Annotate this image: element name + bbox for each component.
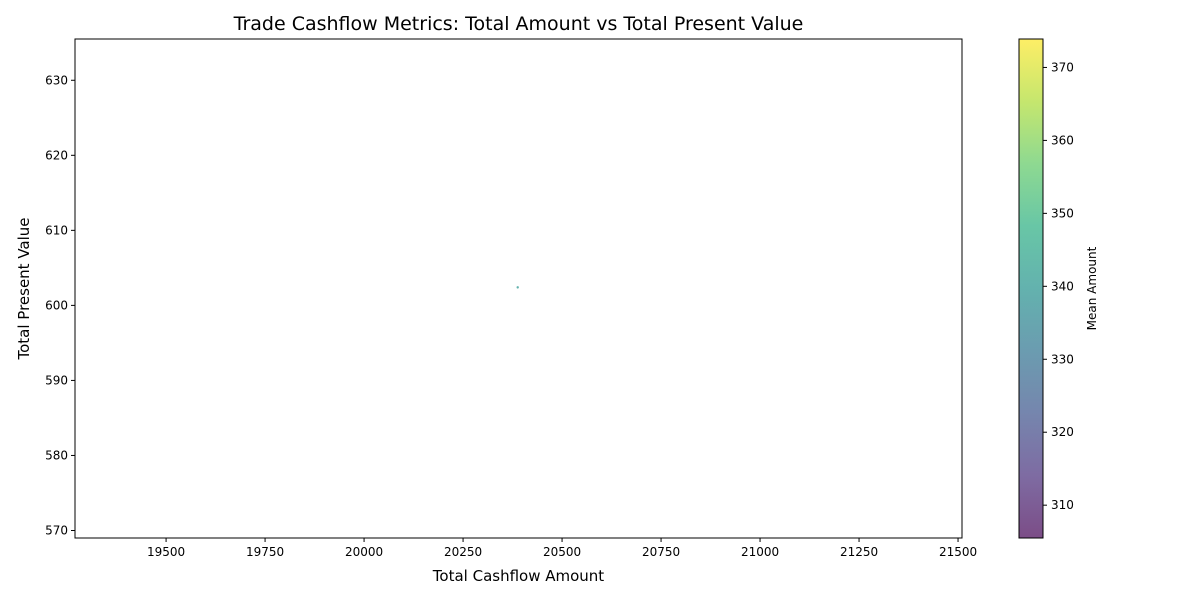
plot-area xyxy=(74,38,963,539)
y-tick-label-6: 630 xyxy=(45,73,68,87)
colorbar-label: Mean Amount xyxy=(1085,246,1099,330)
x-axis-ticks: 19500 19750 20000 20250 20500 20750 21000 21250… xyxy=(147,538,977,559)
y-tick-label-2: 590 xyxy=(45,373,68,387)
y-tick-label-5: 620 xyxy=(45,148,68,162)
colorbar: 310 320 330 340 350 360 370 xyxy=(1018,38,1074,539)
chart-title: Trade Cashflow Metrics: Total Amount vs … xyxy=(233,13,804,35)
y-tick-label-3: 600 xyxy=(45,298,68,312)
x-tick-label-1: 19750 xyxy=(246,545,284,559)
y-tick-label-0: 570 xyxy=(45,523,68,537)
y-tick-label-1: 580 xyxy=(45,448,68,462)
y-tick-label-4: 610 xyxy=(45,223,68,237)
colorbar-tick-label-1: 320 xyxy=(1051,425,1074,439)
x-tick-label-3: 20250 xyxy=(444,545,482,559)
y-axis-label: Total Present Value xyxy=(15,217,33,360)
colorbar-tick-label-5: 360 xyxy=(1051,133,1074,147)
x-axis-label: Total Cashflow Amount xyxy=(432,567,605,585)
plot-frame xyxy=(74,38,963,539)
x-tick-label-7: 21250 xyxy=(840,545,878,559)
colorbar-gradient xyxy=(1018,38,1044,539)
colorbar-tick-label-0: 310 xyxy=(1051,498,1074,512)
colorbar-tick-label-3: 340 xyxy=(1051,279,1074,293)
x-tick-label-0: 19500 xyxy=(147,545,185,559)
x-tick-label-6: 21000 xyxy=(741,545,779,559)
colorbar-tick-label-6: 370 xyxy=(1051,60,1074,74)
x-tick-label-8: 21500 xyxy=(939,545,977,559)
data-point-0 xyxy=(516,286,519,289)
colorbar-tick-label-4: 350 xyxy=(1051,206,1074,220)
x-tick-label-4: 20500 xyxy=(543,545,581,559)
x-tick-label-2: 20000 xyxy=(345,545,383,559)
colorbar-tick-label-2: 330 xyxy=(1051,352,1074,366)
y-axis-ticks: 570 580 590 600 610 620 630 xyxy=(45,73,75,537)
x-tick-label-5: 20750 xyxy=(642,545,680,559)
